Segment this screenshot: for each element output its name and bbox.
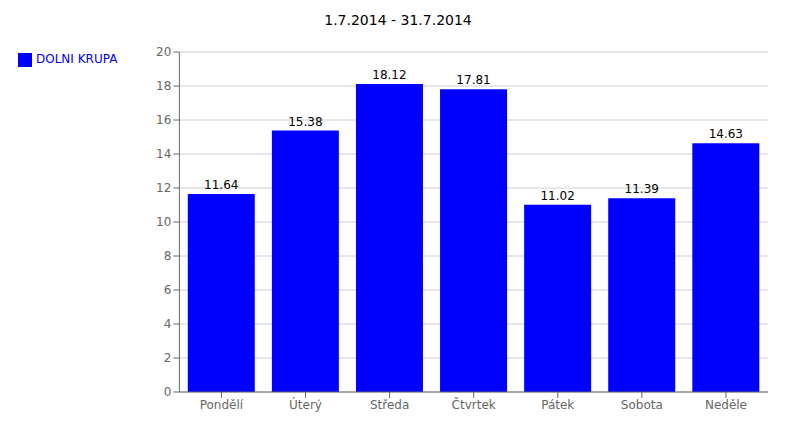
svg-text:14: 14 [156,147,171,161]
svg-text:18.12: 18.12 [372,68,406,82]
svg-text:18: 18 [156,79,171,93]
svg-text:20: 20 [156,45,171,59]
svg-text:Pátek: Pátek [541,398,574,412]
svg-text:Sobota: Sobota [621,398,663,412]
svg-text:2: 2 [164,351,172,365]
svg-text:Úterý: Úterý [289,397,322,412]
html-text:1.7.2014 - 31.7.2014: 1.7.2014 - 31.7.2014 [324,12,472,28]
svg-text:6: 6 [164,283,172,297]
svg-text:Středa: Středa [370,398,409,412]
html-text:DOLNI KRUPA: DOLNI KRUPA [36,52,118,66]
svg-text:11.64: 11.64 [204,178,238,192]
svg-text:15.38: 15.38 [288,115,322,129]
svg-text:11.39: 11.39 [625,182,659,196]
svg-text:10: 10 [156,215,171,229]
svg-text:Čtvrtek: Čtvrtek [452,397,496,412]
svg-text:0: 0 [164,385,172,399]
svg-text:12: 12 [156,181,171,195]
svg-text:17.81: 17.81 [456,73,490,87]
svg-text:14.63: 14.63 [709,127,743,141]
svg-text:16: 16 [156,113,171,127]
svg-text:4: 4 [164,317,172,331]
svg-text:Neděle: Neděle [705,398,747,412]
svg-text:11.02: 11.02 [540,189,574,203]
svg-text:8: 8 [164,249,172,263]
svg-text:Pondělí: Pondělí [200,398,244,412]
